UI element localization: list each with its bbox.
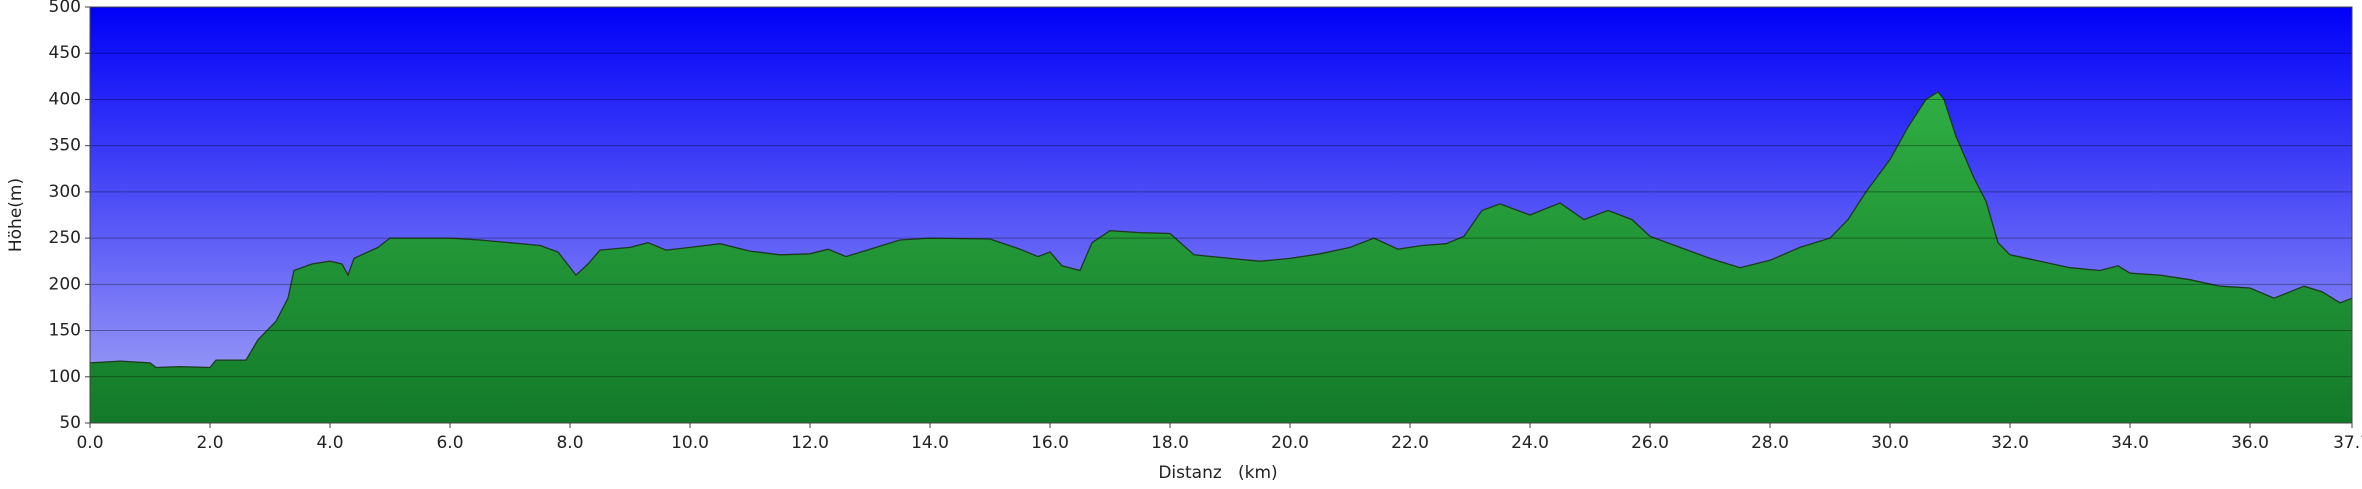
y-tick-label: 100 — [49, 367, 81, 387]
x-tick-label: 4.0 — [316, 433, 343, 453]
x-tick-label: 16.0 — [1031, 433, 1069, 453]
y-axis-title: Höhe(m) — [6, 178, 26, 252]
x-tick-label: 12.0 — [791, 433, 829, 453]
x-tick-label: 2.0 — [196, 433, 223, 453]
x-tick-label: 10.0 — [671, 433, 709, 453]
x-tick-label: 14.0 — [911, 433, 949, 453]
y-tick-label: 150 — [49, 321, 81, 341]
y-tick-label: 400 — [49, 89, 81, 109]
x-tick-label: 26.0 — [1631, 433, 1669, 453]
y-tick-label: 300 — [49, 182, 81, 202]
x-axis-title: Distanz (km) — [1158, 463, 1277, 483]
x-tick-label: 22.0 — [1391, 433, 1429, 453]
x-tick-label: 36.0 — [2231, 433, 2269, 453]
plot-frame — [89, 6, 2353, 424]
x-tick-label: 8.0 — [556, 433, 583, 453]
x-tick-label: 20.0 — [1271, 433, 1309, 453]
y-tick-label: 450 — [49, 43, 81, 63]
x-tick-label: 30.0 — [1871, 433, 1909, 453]
y-tick-label: 250 — [49, 228, 81, 248]
x-tick-label: 6.0 — [436, 433, 463, 453]
y-tick-label: 50 — [59, 413, 81, 433]
y-tick-label: 350 — [49, 136, 81, 156]
y-tick-label: 500 — [49, 0, 81, 17]
x-tick-label: 18.0 — [1151, 433, 1189, 453]
x-tick-label: 37.7 — [2333, 433, 2362, 453]
x-tick-label: 28.0 — [1751, 433, 1789, 453]
elevation-line — [89, 91, 2353, 369]
x-tick-label: 34.0 — [2111, 433, 2149, 453]
x-tick-label: 0.0 — [76, 433, 103, 453]
x-tick-label: 32.0 — [1991, 433, 2029, 453]
x-tick-label: 24.0 — [1511, 433, 1549, 453]
y-tick-label: 200 — [49, 274, 81, 294]
